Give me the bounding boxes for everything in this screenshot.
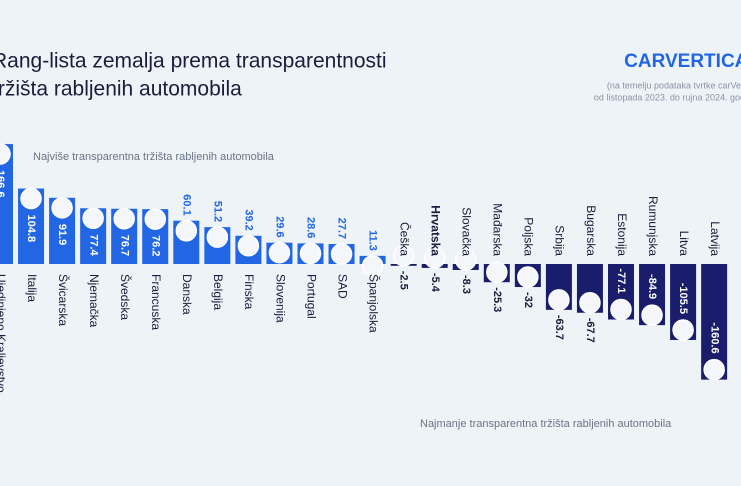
category-label: Danska — [180, 274, 194, 315]
value-label: -5.4 — [429, 273, 441, 293]
flag — [20, 187, 42, 210]
category-label: SAD — [335, 274, 349, 299]
value-label: 77.4 — [87, 234, 99, 256]
value-label: 76.7 — [118, 235, 130, 256]
value-label: -160.6 — [708, 322, 720, 353]
annotation: Najmanje transparentna tržišta rabljenih… — [420, 418, 672, 430]
flag — [175, 219, 198, 242]
flag — [51, 197, 73, 219]
category-label: Španjolska — [366, 274, 381, 333]
category-label: Litva — [677, 231, 691, 257]
flag — [455, 249, 477, 271]
flag — [672, 319, 694, 341]
bar — [0, 144, 13, 264]
category-label: Švicarska — [56, 274, 71, 326]
value-label: 11.3 — [367, 230, 379, 251]
category-label: Portugal — [304, 274, 318, 319]
value-label: 27.7 — [336, 218, 348, 239]
flag — [361, 255, 384, 277]
flag — [206, 226, 229, 248]
category-label: Rumunjska — [646, 196, 660, 256]
category-label: Finska — [242, 274, 256, 310]
logo: CARVERTICAL — [624, 51, 741, 72]
category-label: Slovačka — [460, 207, 474, 256]
chart-title: tržišta rabljenih automobila — [0, 78, 242, 101]
category-label: Francuska — [149, 274, 163, 330]
value-label: 51.2 — [211, 201, 223, 222]
category-label: Mađarska — [491, 203, 505, 256]
chart-title: Rang-lista zemalja prema transparentnost… — [0, 50, 387, 73]
value-label: 76.2 — [149, 235, 161, 256]
flag — [392, 245, 415, 267]
value-label: 91.9 — [56, 224, 68, 245]
value-label: -8.3 — [460, 275, 472, 294]
flag — [423, 247, 446, 269]
value-label: -84.9 — [646, 274, 658, 299]
category-label: Njemačka — [87, 274, 101, 328]
value-label: -63.7 — [553, 315, 565, 340]
category-label: Češka — [397, 222, 412, 256]
flag — [548, 289, 570, 311]
category-label: Bugarska — [584, 205, 598, 256]
flag — [144, 208, 166, 230]
value-label: 29.6 — [274, 216, 286, 237]
flag — [703, 358, 725, 381]
category-label: Srbija — [553, 225, 567, 256]
value-label: 39.2 — [242, 209, 254, 230]
value-label: -77.1 — [615, 268, 627, 293]
value-label: -105.5 — [677, 283, 689, 314]
flag — [82, 207, 104, 230]
flag — [641, 304, 663, 326]
flag — [486, 261, 508, 283]
annotation: Najviše transparentna tržišta rabljenih … — [33, 151, 275, 163]
flag — [517, 266, 539, 288]
flag — [330, 243, 353, 265]
flag — [268, 241, 291, 264]
flag — [0, 143, 11, 165]
flag — [579, 291, 601, 314]
value-label: 60.1 — [180, 194, 192, 215]
flag — [237, 235, 260, 257]
value-label: -2.5 — [398, 271, 410, 290]
value-label: 166.6 — [0, 170, 6, 198]
category-label: Švedska — [118, 274, 133, 320]
value-label: -25.3 — [491, 287, 503, 312]
category-label: Latvija — [708, 221, 722, 256]
subtitle: od listopada 2023. do rujna 2024. godine… — [594, 92, 741, 102]
category-label: Poljska — [522, 217, 536, 256]
flag — [610, 298, 632, 321]
category-label: Ujedinjeno Kraljevstvo — [0, 274, 8, 393]
flag — [299, 242, 322, 265]
value-label: 28.6 — [305, 217, 317, 238]
category-label: Slovenija — [273, 274, 287, 323]
flag — [113, 208, 135, 230]
category-label: Estonija — [615, 213, 629, 256]
value-label: -67.7 — [584, 318, 596, 343]
value-label: 104.8 — [25, 215, 37, 243]
category-label: Hrvatska — [429, 205, 443, 256]
value-label: -32 — [522, 292, 534, 308]
subtitle: (na temelju podataka tvrtke carVertical — [607, 80, 741, 90]
category-label: Italija — [25, 274, 39, 302]
category-label: Belgija — [211, 274, 225, 310]
